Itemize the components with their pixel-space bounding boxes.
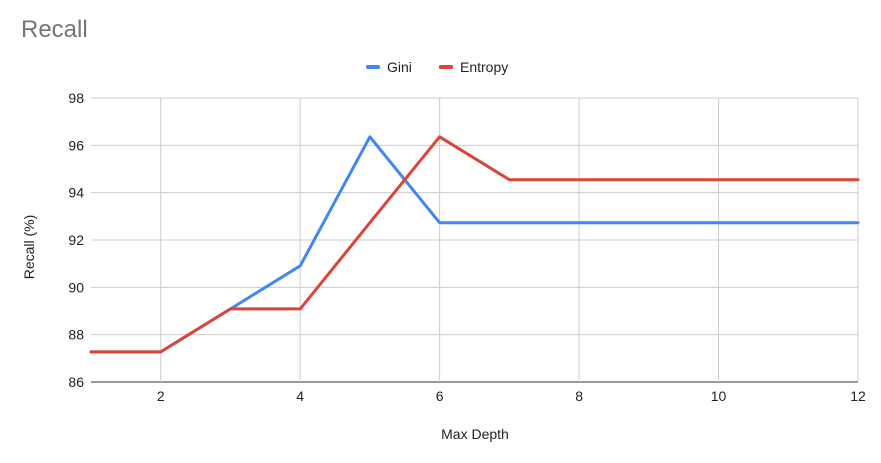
y-tick-label: 88	[68, 327, 84, 343]
legend-label: Entropy	[460, 59, 508, 75]
y-tick-label: 98	[68, 90, 84, 106]
x-tick-label: 10	[711, 388, 727, 404]
y-tick-label: 90	[68, 279, 84, 295]
series-line-gini	[89, 135, 860, 354]
chart-title: Recall	[21, 16, 88, 43]
legend-label: Gini	[387, 59, 412, 75]
x-axis-ticks: 2 4 6 8 10 12	[157, 388, 866, 404]
x-tick-label: 12	[850, 388, 866, 404]
y-axis-ticks: 86 88 90 92 94 96 98	[68, 90, 84, 390]
legend-swatch	[439, 65, 453, 69]
y-axis-title: Recall (%)	[21, 215, 37, 280]
x-axis-title: Max Depth	[441, 426, 509, 442]
x-tick-label: 8	[575, 388, 583, 404]
legend-item-gini[interactable]: Gini	[366, 59, 412, 75]
grid-lines	[91, 97, 859, 383]
x-tick-label: 2	[157, 388, 165, 404]
x-tick-label: 6	[436, 388, 444, 404]
legend-item-entropy[interactable]: Entropy	[439, 59, 508, 75]
x-tick-label: 4	[296, 388, 304, 404]
y-tick-label: 94	[68, 185, 84, 201]
series-lines	[89, 135, 860, 354]
legend[interactable]: Gini Entropy	[366, 59, 508, 75]
legend-swatch	[366, 65, 380, 69]
y-tick-label: 92	[68, 232, 84, 248]
y-tick-label: 86	[68, 374, 84, 390]
series-line-entropy	[89, 135, 860, 354]
y-tick-label: 96	[68, 137, 84, 153]
